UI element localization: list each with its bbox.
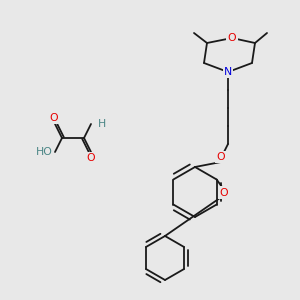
Text: O: O <box>87 153 95 163</box>
Text: H: H <box>98 119 106 129</box>
Text: HO: HO <box>36 147 52 157</box>
Text: O: O <box>228 33 236 43</box>
Text: O: O <box>219 188 228 197</box>
Text: O: O <box>217 152 225 162</box>
Text: O: O <box>50 113 58 123</box>
Text: N: N <box>224 67 232 77</box>
